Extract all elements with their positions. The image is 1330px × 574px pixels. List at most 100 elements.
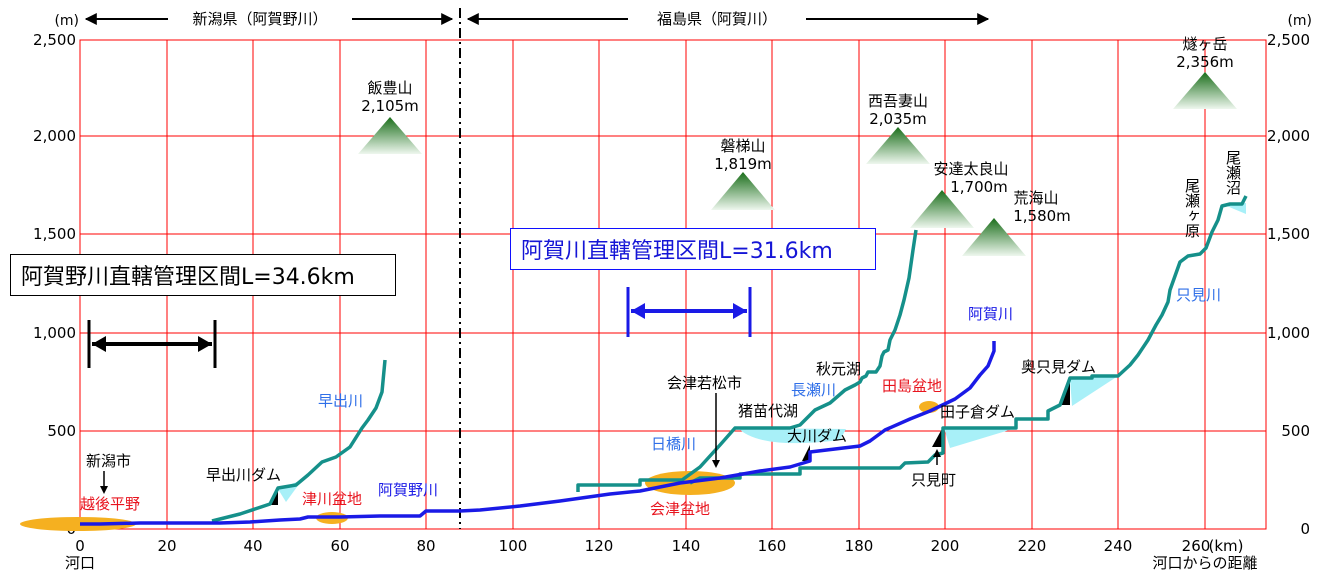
aga-range-arrowhead-right [733,303,747,319]
x-origin-label: 河口 [65,554,95,572]
mountain-hiuchi-elev: 2,356m [1176,53,1234,71]
place-tadami-town: 只見町 [911,471,956,489]
place-akimoto: 秋元湖 [816,360,861,378]
x-tick: 140 [672,537,701,555]
tadami-town-pointer-head [933,449,941,457]
dam-label-okawa: 大川ダム [787,427,847,445]
basin-echigo-shape [20,517,136,531]
reservoir-okutadami-shape [1070,376,1118,406]
header-right-region: 福島県（阿賀川） [466,10,990,28]
x-tick: 260 [1182,537,1211,555]
x-axis: 0 20 40 60 80 100 120 140 160 180 200 22… [65,537,1258,572]
agano-range-arrowhead-right [198,336,212,352]
x-tick: 60 [330,537,349,555]
header-right-region-label: 福島県（阿賀川） [657,10,777,28]
oze-field-label: 尾瀬ヶ原 [1183,178,1201,238]
y-tick-right: 0 [1300,520,1310,538]
y-tick-right: 500 [1281,422,1310,440]
agano-section-range [87,320,217,368]
mountains: 飯豊山 2,105m 磐梯山 1,819m 西吾妻山 2,035m 安達太良山 … [358,35,1237,256]
mountain-nishiazuma-name: 西吾妻山 [868,92,928,110]
mountain-iide-name: 飯豊山 [367,79,412,97]
river-label-agano: 阿賀野川 [378,481,438,499]
y-tick-left: 2,000 [33,127,76,145]
pointer-arrows [100,393,941,494]
y-tick-right: 1,500 [1267,225,1310,243]
x-tick: 20 [157,537,176,555]
mountain-arakai-elev: 1,580m [1013,207,1071,225]
mountain-hiuchi-name: 燧ヶ岳 [1182,35,1227,53]
x-tick: 120 [585,537,614,555]
y-unit-left: (m) [54,13,79,29]
dam-okawa-icon [802,445,810,461]
mountain-bandai-elev: 1,819m [714,155,772,173]
reservoir-tagokura-shape [944,428,1016,448]
river-tadami-line [689,195,1248,485]
mountain-bandai-icon [711,172,775,210]
dam-tagokura-icon [932,427,943,447]
mountain-adatara-name: 安達太良山 [933,160,1008,178]
y-unit-right: (m) [1287,13,1312,29]
x-tick: 100 [499,537,528,555]
aga-section-box: 阿賀川直轄管理区間L=31.6km [510,228,876,270]
mountain-arakai-icon [962,218,1026,256]
river-label-tadami: 只見川 [1176,286,1221,304]
y-tick-right: 2,500 [1267,31,1310,49]
lake-inawashiro-shape [738,428,846,444]
x-tick: 160 [758,537,787,555]
place-aizu-wakamatsu: 会津若松市 [667,374,742,392]
y-tick-left: 1,000 [33,324,76,342]
aizu-wakamatsu-pointer-head [712,460,720,468]
river-label-nagase: 長瀬川 [791,381,836,399]
place-inawashiro: 猪苗代湖 [738,402,798,420]
x-tick: 40 [243,537,262,555]
mountain-nishiazuma-icon [866,127,930,164]
river-nagase-line [576,229,918,492]
grid [79,39,1267,530]
basin-label-tajima: 田島盆地 [882,377,942,395]
river-label-hihashi: 日橋川 [651,435,696,453]
x-tick: 200 [931,537,960,555]
dam-label-hayade: 早出川ダム [206,466,281,484]
river-hayade-line [211,359,387,523]
aga-section-range [626,287,752,337]
y-tick-right: 2,000 [1267,127,1310,145]
place-niigata-city: 新潟市 [86,452,131,470]
agano-range-arrowhead-left [92,336,106,352]
y-axis-left: (m) 0 500 1,000 1,500 2,000 2,500 [33,13,79,538]
oze-marsh-label: 尾瀬沼 [1224,150,1242,195]
aga-range-arrowhead-left [631,303,645,319]
mountain-adatara-icon [910,190,974,228]
agano-section-box: 阿賀野川直轄管理区間L=34.6km [10,254,396,296]
dam-labels: 早出川ダム 大川ダム 田子倉ダム 奥只見ダム [206,358,1096,484]
basin-label-aizu: 会津盆地 [650,500,710,518]
x-tick: 220 [1018,537,1047,555]
mountain-hiuchi-icon [1173,72,1237,109]
header-left-region-label: 新潟県（阿賀野川） [192,10,327,28]
dam-label-tagokura: 田子倉ダム [940,403,1015,421]
x-tick: 180 [845,537,874,555]
basin-labels: 越後平野 津川盆地 会津盆地 田島盆地 [80,377,942,518]
x-axis-label: 河口からの距離 [1152,554,1257,572]
y-tick-left: 500 [47,422,76,440]
mountain-arakai-name: 荒海山 [1013,189,1058,207]
river-labels: 早出川 阿賀野川 日橋川 長瀬川 阿賀川 只見川 尾瀬沼 尾瀬ヶ原 [318,150,1242,499]
mountain-nishiazuma-elev: 2,035m [869,110,927,128]
header-left-region: 新潟県（阿賀野川） [84,10,454,28]
river-label-aga: 阿賀川 [968,305,1013,323]
basin-label-tsugawa: 津川盆地 [302,490,362,508]
place-labels: 新潟市 会津若松市 猪苗代湖 秋元湖 只見町 [86,360,956,489]
mountain-iide-icon [358,117,422,154]
dam-label-okutadami: 奥只見ダム [1021,358,1096,376]
y-tick-left: 2,500 [33,31,76,49]
river-label-hayade: 早出川 [318,392,363,410]
x-tick: 0 [75,537,85,555]
y-tick-left: 1,500 [33,225,76,243]
mountain-bandai-name: 磐梯山 [720,137,765,155]
river-agano-aga-line [80,341,996,526]
mountain-iide-elev: 2,105m [361,97,419,115]
y-tick-right: 1,000 [1267,324,1310,342]
mountain-adatara-elev: 1,700m [950,178,1008,196]
basin-label-echigo: 越後平野 [80,495,140,513]
